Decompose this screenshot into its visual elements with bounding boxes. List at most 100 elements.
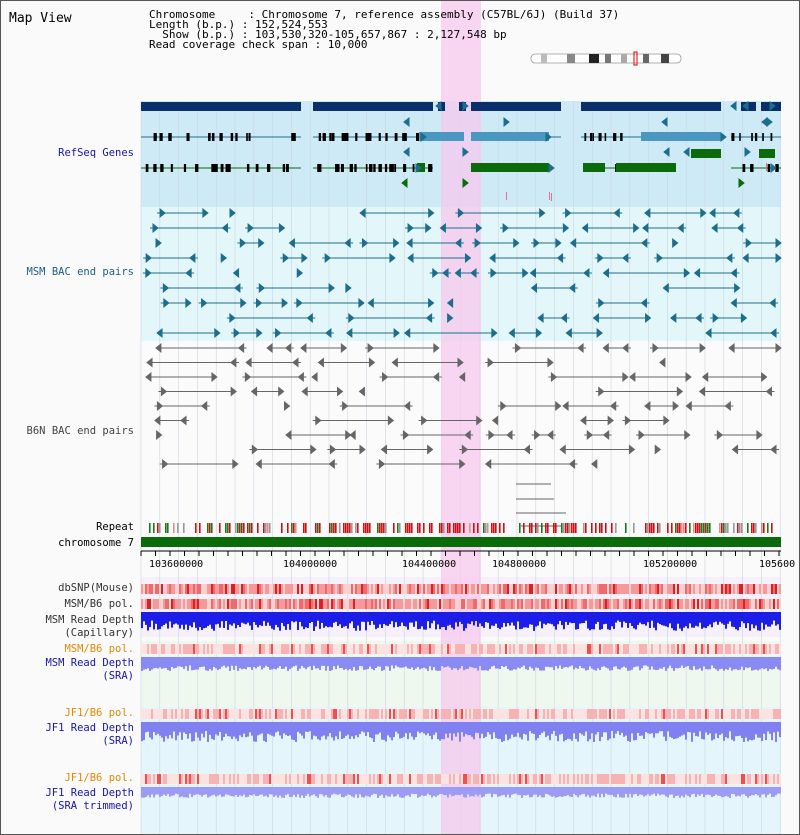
read-depth	[441, 787, 443, 795]
bac-end	[547, 429, 554, 441]
read-depth	[469, 722, 471, 736]
polymorphism-heat	[285, 774, 287, 784]
read-depth	[393, 787, 395, 797]
bac-end	[629, 371, 636, 383]
read-depth	[469, 787, 471, 797]
repeat-mark	[355, 523, 357, 533]
polymorphism-heat	[745, 774, 747, 784]
read-depth	[425, 787, 427, 796]
label-refseq-genes[interactable]: RefSeq Genes	[58, 147, 134, 159]
polymorphism-heat	[481, 584, 483, 594]
polymorphism-heat	[675, 774, 677, 784]
read-depth	[699, 612, 701, 623]
polymorphism-heat	[699, 709, 701, 719]
read-depth	[445, 722, 447, 734]
read-depth	[393, 722, 395, 738]
read-depth	[433, 787, 435, 796]
label-b6n-bac[interactable]: B6N BAC end pairs	[26, 425, 134, 437]
polymorphism-heat	[369, 599, 371, 609]
label-msm-bac[interactable]: MSM BAC end pairs	[26, 266, 134, 278]
polymorphism-heat	[489, 644, 491, 654]
bac-end	[500, 400, 507, 412]
polymorphism-heat	[275, 709, 277, 719]
read-depth	[701, 657, 703, 671]
polymorphism-heat	[771, 584, 773, 594]
read-depth	[371, 787, 373, 795]
polymorphism-heat	[445, 584, 447, 594]
read-depth	[189, 722, 191, 734]
bac-end	[733, 207, 740, 219]
polymorphism-heat	[273, 644, 275, 654]
read-depth	[547, 612, 549, 624]
polymorphism-heat	[187, 644, 189, 654]
polymorphism-heat	[381, 709, 383, 719]
repeat-mark	[495, 523, 497, 533]
axis-tick-label: 104400000	[402, 559, 457, 570]
read-depth	[549, 612, 551, 624]
polymorphism-heat	[301, 774, 303, 784]
polymorphism-heat	[519, 584, 521, 594]
polymorphism-heat	[635, 584, 637, 594]
read-depth	[557, 787, 559, 797]
read-depth	[493, 612, 495, 626]
read-depth	[639, 787, 641, 795]
repeat-mark	[157, 523, 159, 533]
bac-end	[742, 252, 749, 264]
polymorphism-heat	[159, 709, 161, 719]
read-depth	[307, 787, 309, 794]
polymorphism-heat	[177, 599, 179, 609]
polymorphism-heat	[609, 599, 611, 609]
read-depth	[673, 657, 675, 671]
bac-end	[152, 222, 159, 234]
polymorphism-heat	[597, 584, 599, 594]
polymorphism-heat	[727, 774, 729, 784]
polymorphism-heat	[335, 774, 337, 784]
read-depth	[523, 722, 525, 734]
polymorphism-heat	[657, 599, 659, 609]
read-depth	[339, 787, 341, 795]
polymorphism-heat	[183, 774, 185, 784]
read-depth	[519, 722, 521, 738]
polymorphism-heat	[469, 774, 471, 784]
repeat-mark	[547, 523, 549, 533]
read-depth	[529, 657, 531, 667]
read-depth	[381, 787, 383, 795]
polymorphism-heat	[505, 599, 507, 609]
read-depth	[775, 612, 777, 626]
polymorphism-heat	[485, 709, 487, 719]
read-depth	[635, 722, 637, 740]
read-depth	[401, 787, 403, 798]
read-depth	[437, 787, 439, 796]
polymorphism-heat	[691, 709, 693, 719]
repeat-mark	[615, 523, 617, 533]
read-depth	[593, 657, 595, 670]
read-depth	[407, 787, 409, 796]
read-depth	[687, 722, 689, 732]
polymorphism-heat	[275, 774, 277, 784]
bac-end	[281, 297, 289, 309]
polymorphism-heat	[417, 584, 419, 594]
bac-end	[602, 342, 609, 354]
bac-end	[597, 252, 604, 264]
polymorphism-heat	[193, 644, 195, 654]
polymorphism-heat	[401, 599, 403, 609]
polymorphism-heat	[615, 644, 617, 654]
read-depth	[205, 787, 207, 795]
read-depth	[473, 657, 475, 669]
polymorphism-heat	[769, 774, 771, 784]
read-depth	[327, 657, 329, 667]
polymorphism-heat	[611, 584, 613, 594]
polymorphism-heat	[651, 774, 653, 784]
read-depth	[511, 657, 513, 671]
polymorphism-heat	[751, 584, 753, 594]
polymorphism-heat	[667, 599, 669, 609]
polymorphism-heat	[763, 709, 765, 719]
read-depth	[357, 787, 359, 798]
polymorphism-heat	[257, 774, 259, 784]
polymorphism-heat	[751, 709, 753, 719]
repeat-mark	[423, 523, 425, 533]
polymorphism-heat	[193, 774, 195, 784]
polymorphism-heat	[607, 599, 609, 609]
read-depth	[307, 657, 309, 668]
